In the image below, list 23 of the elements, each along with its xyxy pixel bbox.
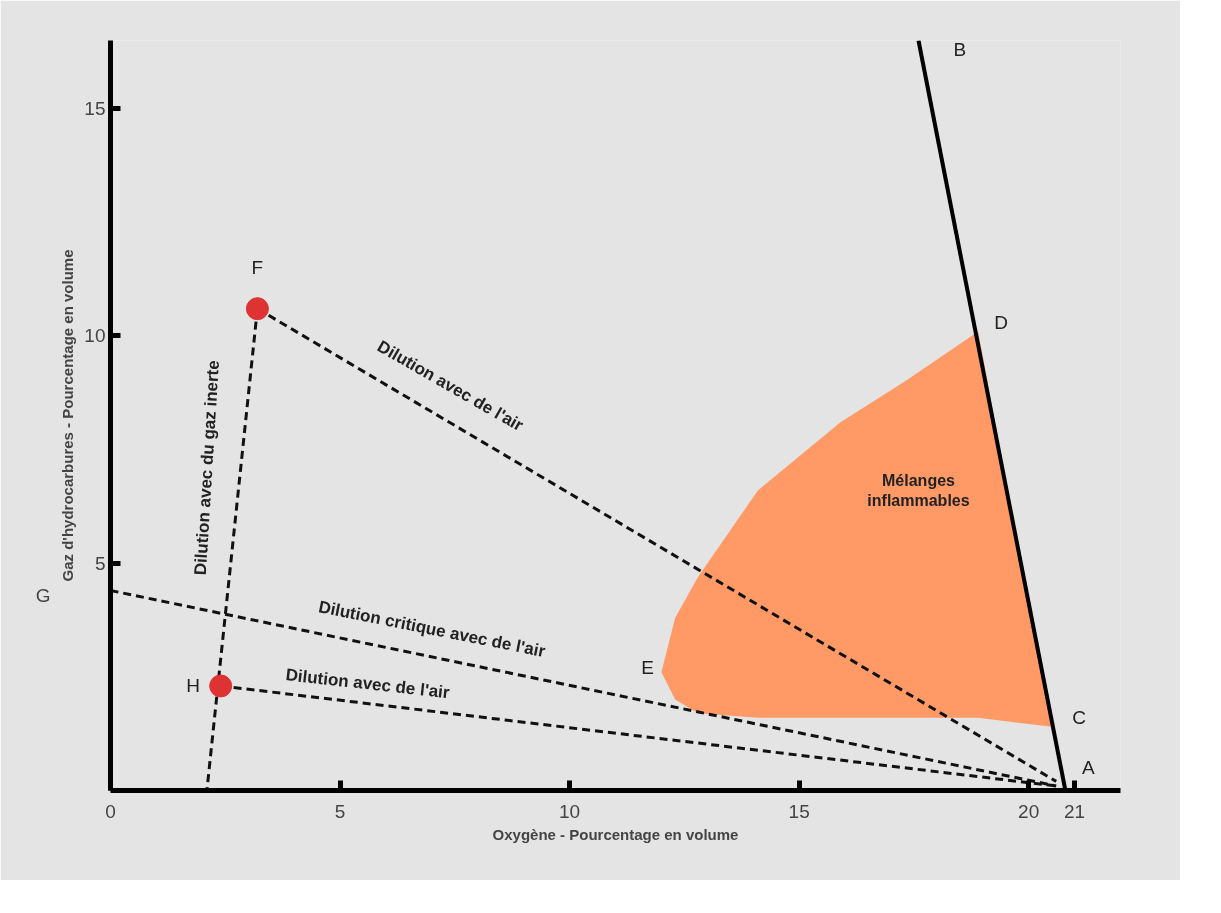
annotation: Dilution critique avec de l'air [316,597,548,662]
annotation: Dilution avec de l'air [284,665,451,703]
annotation: D [994,311,1009,333]
annotation: F [251,257,264,279]
y-tick-label: 15 [84,98,106,120]
annotation: B [953,39,967,61]
y-axis-title: Gaz d'hydrocarbures - Pourcentage en volume [59,249,77,582]
text: G [35,584,51,606]
x-tick-label: 15 [788,800,810,822]
y-tick-label: 5 [94,552,106,574]
x-tick-label: 20 [1018,800,1040,822]
x-tick-label: 10 [559,800,581,822]
annotation: C [1072,707,1087,729]
y-tick-label: 10 [84,325,106,347]
annotation: Mélanges inflammables [867,471,970,510]
x-tick-label: 5 [334,800,346,822]
x-tick-label: 21 [1064,800,1086,822]
x-tick-label: 0 [105,800,116,822]
annotation: H [186,675,201,697]
annotation: Dilution avec du gaz inerte [190,359,223,576]
annotation: A [1082,757,1096,779]
x-axis-title: Oxygène - Pourcentage en volume [492,825,739,843]
annotation: E [641,657,654,679]
